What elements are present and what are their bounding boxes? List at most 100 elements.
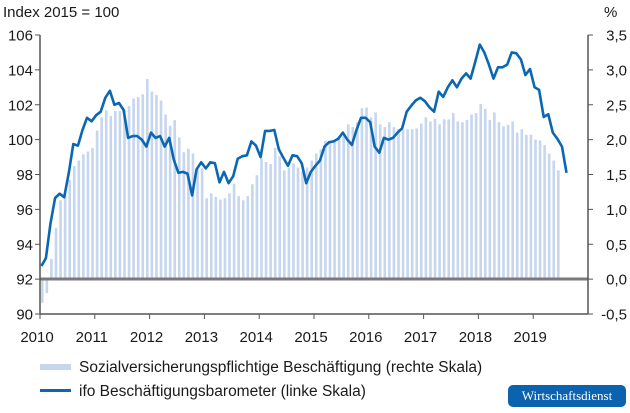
bar — [342, 135, 345, 280]
right-tick-label: 2,5 — [606, 97, 627, 114]
bar — [451, 113, 455, 280]
bar — [287, 167, 291, 280]
bar — [109, 115, 113, 280]
bar — [118, 111, 122, 280]
x-tick-label: 2017 — [404, 329, 437, 346]
left-tick-label: 92 — [16, 272, 33, 289]
bar — [328, 141, 332, 280]
bar — [246, 196, 250, 280]
x-tick-label: 2019 — [514, 329, 547, 346]
bar — [54, 228, 58, 280]
bar — [40, 279, 44, 303]
bar — [205, 198, 208, 280]
bar — [543, 145, 546, 280]
bar — [104, 110, 108, 280]
bar — [429, 121, 432, 280]
bar — [351, 127, 355, 280]
bar — [95, 130, 99, 280]
bar — [534, 139, 537, 280]
left-tick-label: 106 — [8, 28, 33, 45]
line-series-ifo — [40, 43, 568, 267]
bar — [214, 196, 218, 280]
legend: Sozialversicherungspflichtige Beschäftig… — [40, 359, 482, 400]
publisher-badge: Wirtschaftsdienst — [508, 385, 626, 407]
bar — [438, 124, 441, 280]
bar — [100, 117, 103, 280]
bar — [506, 124, 510, 280]
bar — [547, 153, 551, 280]
bar — [187, 148, 190, 280]
bar — [177, 137, 181, 280]
bar — [168, 125, 172, 280]
right-tick-label: 1,5 — [606, 167, 627, 184]
bar — [155, 94, 158, 280]
bar — [420, 123, 423, 280]
right-tick-label: 3,0 — [606, 62, 627, 79]
bar — [397, 129, 400, 280]
bar — [461, 122, 464, 280]
bar — [310, 160, 314, 280]
bar — [470, 114, 473, 280]
bar — [123, 109, 126, 280]
x-tick-label: 2018 — [459, 329, 492, 346]
bar — [251, 184, 254, 280]
bar — [232, 183, 236, 280]
bar — [159, 100, 163, 280]
bar — [228, 193, 231, 280]
left-tick-label: 94 — [16, 237, 33, 254]
right-tick-label: 1,0 — [606, 202, 627, 219]
bar — [314, 153, 318, 280]
bar — [424, 117, 428, 280]
bar — [333, 140, 336, 280]
left-tick-label: 102 — [8, 97, 33, 114]
bar — [337, 138, 341, 280]
x-tick-label: 2010 — [20, 329, 53, 346]
left-tick-label: 96 — [16, 202, 33, 219]
bar — [200, 168, 204, 280]
bar — [209, 193, 213, 280]
right-axis-title: % — [604, 4, 617, 21]
legend-label-bars: Sozialversicherungspflichtige Beschäftig… — [79, 359, 482, 376]
bar — [378, 124, 382, 280]
bar — [365, 107, 368, 280]
bar — [182, 152, 186, 280]
bar — [319, 149, 323, 280]
bar — [127, 106, 131, 280]
bar — [529, 134, 533, 280]
axes: 90 92 94 96 98 100 102 104 106 -0,5 0,0 0,5 1,0 1,5 2,… — [8, 28, 627, 347]
bar — [219, 199, 222, 280]
right-tick-label: 0,0 — [606, 272, 627, 289]
x-tick-label: 2012 — [130, 329, 163, 346]
bar — [191, 153, 195, 280]
bar — [45, 279, 49, 294]
bar — [356, 122, 359, 280]
legend-swatch-bars — [40, 364, 71, 370]
bar — [59, 200, 62, 280]
bar — [456, 121, 460, 280]
bar — [283, 170, 286, 280]
bar — [196, 168, 199, 280]
left-axis-title: Index 2015 = 100 — [3, 4, 119, 21]
bar — [479, 104, 482, 280]
bar — [360, 108, 364, 280]
legend-swatch-line — [40, 389, 71, 392]
bar — [493, 112, 496, 280]
bar — [132, 98, 135, 280]
right-tick-label: 0,5 — [606, 237, 627, 254]
x-tick-label: 2014 — [240, 329, 273, 346]
legend-label-line: ifo Beschäftigungsbarometer (linke Skala… — [79, 383, 366, 400]
bar — [465, 120, 469, 280]
left-tick-label: 100 — [8, 132, 33, 149]
bar — [511, 121, 514, 280]
bar — [301, 171, 304, 280]
bar — [515, 132, 519, 280]
bar — [324, 141, 327, 280]
bar — [502, 126, 505, 280]
x-tick-label: 2016 — [349, 329, 382, 346]
bar — [305, 167, 309, 280]
bar — [141, 94, 145, 280]
bar — [383, 127, 387, 280]
left-tick-label: 90 — [16, 307, 33, 324]
bar — [269, 164, 272, 280]
x-tick-label: 2015 — [294, 329, 327, 346]
